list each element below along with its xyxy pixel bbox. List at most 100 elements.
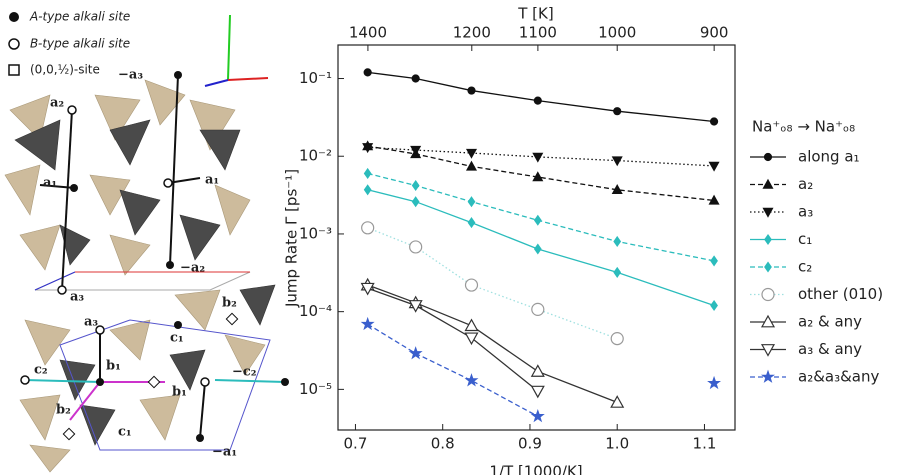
axis-arrow bbox=[228, 78, 268, 80]
marker bbox=[534, 97, 541, 104]
x2-axis-label: T [K] bbox=[517, 5, 553, 23]
marker bbox=[465, 333, 477, 344]
marker bbox=[365, 169, 371, 178]
vector-label: b₁ bbox=[172, 385, 187, 400]
marker bbox=[535, 216, 541, 225]
vector-label: b₁ bbox=[106, 359, 121, 374]
legend-title: Na⁺ₒ₈ → Na⁺ₒ₈ bbox=[752, 118, 855, 136]
vector-label: b₂ bbox=[222, 296, 237, 311]
tetrahedron bbox=[5, 165, 40, 215]
site bbox=[201, 378, 209, 386]
marker bbox=[532, 365, 544, 376]
tetrahedron bbox=[140, 395, 180, 440]
legend-label: B-type alkali site bbox=[30, 37, 130, 51]
legend-marker bbox=[764, 180, 773, 188]
marker bbox=[711, 256, 717, 265]
vector-label: c₁ bbox=[170, 331, 184, 346]
site bbox=[196, 434, 204, 442]
tetrahedron bbox=[20, 395, 60, 440]
legend-marker bbox=[9, 39, 19, 49]
site bbox=[226, 313, 237, 324]
marker bbox=[709, 378, 719, 388]
legend-marker bbox=[9, 65, 19, 75]
tetrahedron bbox=[20, 225, 60, 270]
x-tick-label: 0.8 bbox=[431, 435, 455, 453]
marker bbox=[468, 87, 475, 94]
unit-cell bbox=[35, 272, 75, 290]
x-tick-label: 0.9 bbox=[518, 435, 542, 453]
y-tick-label: 10⁻⁴ bbox=[299, 302, 332, 320]
site bbox=[148, 376, 159, 387]
legend-label: a₃ & any bbox=[798, 340, 862, 358]
lattice-vector bbox=[200, 382, 205, 438]
site bbox=[21, 376, 29, 384]
marker bbox=[533, 153, 542, 161]
crystal-structure: A-type alkali site B-type alkali site (0… bbox=[5, 10, 289, 473]
x2-tick-label: 1400 bbox=[349, 24, 387, 42]
x2-tick-label: 1100 bbox=[519, 24, 557, 42]
vector-label: −a₂ bbox=[180, 261, 205, 276]
legend-marker bbox=[765, 263, 771, 272]
series-line bbox=[368, 228, 618, 339]
marker bbox=[532, 303, 544, 315]
legend-label: a₂ bbox=[798, 175, 813, 193]
vector-label: a₃ bbox=[70, 290, 84, 305]
legend-label: a₂ & any bbox=[798, 313, 862, 331]
tetrahedron bbox=[200, 130, 240, 170]
marker bbox=[614, 237, 620, 246]
legend-marker bbox=[9, 12, 19, 22]
tetrahedron bbox=[145, 80, 185, 125]
axis-arrow bbox=[228, 15, 230, 80]
vector-label: −c₂ bbox=[232, 365, 257, 380]
vector-label: c₂ bbox=[34, 363, 48, 378]
tetrahedron bbox=[110, 320, 150, 360]
marker bbox=[412, 75, 419, 82]
legend-marker bbox=[765, 235, 771, 244]
y-tick-label: 10⁻³ bbox=[299, 224, 332, 242]
series bbox=[364, 69, 717, 125]
legend-marker bbox=[765, 154, 772, 161]
marker bbox=[410, 348, 420, 358]
series bbox=[362, 279, 624, 407]
x2-tick-label: 1200 bbox=[453, 24, 491, 42]
marker bbox=[468, 218, 474, 227]
tetrahedron bbox=[30, 445, 70, 472]
vector-label: −a₃ bbox=[118, 68, 143, 83]
series-line bbox=[368, 288, 538, 391]
marker bbox=[614, 108, 621, 115]
site bbox=[164, 179, 172, 187]
vector-label: a₁ bbox=[43, 176, 57, 191]
x-tick-label: 1.1 bbox=[693, 435, 717, 453]
marker bbox=[413, 197, 419, 206]
series-line bbox=[368, 285, 618, 402]
figure: A-type alkali site B-type alkali site (0… bbox=[0, 0, 910, 475]
tetrahedron bbox=[180, 215, 220, 260]
lattice-vector bbox=[215, 380, 285, 382]
x-axis-label: 1/T [1000/K] bbox=[489, 463, 582, 475]
legend-label: a₃ bbox=[798, 203, 813, 221]
marker bbox=[364, 69, 371, 76]
legend-label: a₂&a₃&any bbox=[798, 368, 880, 386]
site bbox=[166, 261, 174, 269]
y-tick-label: 10⁻¹ bbox=[299, 69, 332, 87]
tetrahedron bbox=[215, 185, 250, 235]
marker bbox=[532, 386, 544, 397]
legend-label: (0,0,½)-site bbox=[30, 63, 100, 77]
site bbox=[281, 378, 289, 386]
marker bbox=[413, 181, 419, 190]
vector-label: a₃ bbox=[84, 315, 98, 330]
marker bbox=[710, 162, 719, 170]
legend-label: A-type alkali site bbox=[29, 10, 130, 24]
tetrahedron bbox=[25, 320, 70, 365]
marker bbox=[533, 411, 543, 421]
vector-label: a₁ bbox=[205, 173, 219, 188]
marker bbox=[611, 396, 623, 407]
legend-marker bbox=[763, 372, 773, 382]
x2-tick-label: 1000 bbox=[598, 24, 636, 42]
vector-label: c₁ bbox=[118, 425, 132, 440]
marker bbox=[468, 197, 474, 206]
unit-cell bbox=[35, 272, 250, 290]
series bbox=[362, 283, 544, 397]
series bbox=[362, 222, 624, 345]
series-line bbox=[368, 72, 714, 121]
